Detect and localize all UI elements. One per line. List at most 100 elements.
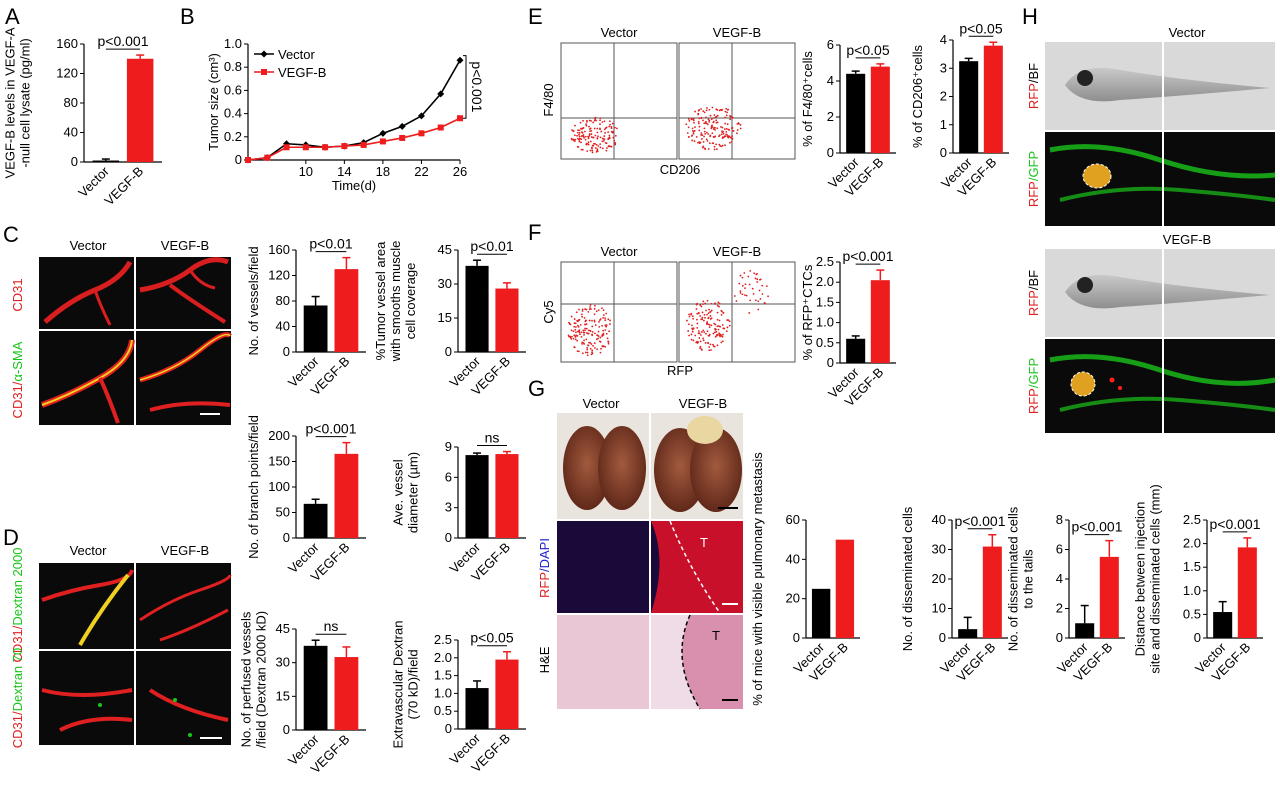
flow-event [710, 126, 713, 129]
y-tick-label: 0 [1056, 630, 1063, 645]
sig-label: p<0.001 [98, 33, 149, 49]
flow-event [586, 119, 588, 122]
flow-event [700, 108, 702, 110]
flow-event [718, 319, 721, 322]
flow-event [589, 130, 591, 133]
flow-event [708, 326, 711, 329]
flow-event [599, 119, 601, 122]
flow-event [725, 114, 728, 117]
flow-event [730, 140, 733, 143]
flow-event [744, 283, 747, 286]
flow-event [608, 134, 611, 137]
d-col-vegfb: VEGF-B [161, 543, 209, 558]
h-row3-label: RFP/BF [1026, 270, 1041, 316]
flow-event [582, 119, 584, 122]
flow-event [601, 324, 603, 327]
bar-vegfb [870, 280, 890, 363]
flow-event [594, 118, 596, 120]
flow-event [570, 315, 573, 318]
flow-event [596, 348, 599, 351]
sig-label: p<0.01 [470, 238, 513, 254]
bar-vegfb [334, 657, 359, 730]
flow-event [726, 134, 728, 136]
y-tick-label: 200 [268, 428, 290, 443]
data-point [302, 144, 309, 151]
x-axis-label: Time(d) [332, 178, 376, 193]
y-tick-label: 150 [268, 454, 290, 469]
flow-event [739, 127, 742, 130]
data-point [418, 130, 425, 137]
flow-event [761, 284, 764, 287]
flow-event [700, 334, 702, 336]
flow-event [720, 341, 723, 344]
flow-event [583, 333, 585, 336]
flow-event [724, 116, 727, 119]
flow-event [614, 134, 617, 137]
flow-event [580, 148, 583, 151]
flow-event [697, 120, 700, 123]
flow-event [711, 106, 714, 109]
y-tick-label: 30 [438, 276, 452, 291]
flow-event [610, 145, 613, 148]
flow-event [711, 132, 714, 135]
flow-event [599, 351, 602, 354]
flow-event [700, 116, 703, 119]
flow-event [577, 146, 580, 148]
flow-event [716, 114, 719, 117]
flow-event [610, 125, 613, 128]
y-tick-label: 2.0 [434, 650, 452, 665]
bar-vegfb [334, 453, 359, 538]
bar-vector [465, 688, 489, 729]
y-tick-label: 6 [827, 37, 834, 52]
flow-event [756, 281, 759, 283]
flow-event [603, 120, 606, 123]
flow-event [608, 125, 611, 128]
flow-event [699, 340, 702, 343]
flow-event [726, 123, 729, 126]
flow-event [601, 307, 603, 310]
flow-event [702, 339, 705, 342]
flow-event [584, 323, 586, 326]
flow-event [756, 278, 759, 281]
sig-label: p<0.05 [959, 20, 1002, 36]
flow-event [697, 109, 700, 112]
flow-event [692, 132, 695, 135]
flow-event [708, 333, 711, 336]
flow-event [728, 129, 731, 131]
flow-event [592, 136, 594, 139]
flow-event [589, 330, 592, 333]
bar-vector [465, 455, 489, 538]
flow-event [580, 313, 583, 316]
sig-label: p<0.001 [1210, 516, 1261, 532]
flow-event [708, 346, 711, 348]
bar-vegfb [982, 546, 1002, 638]
flow-event [757, 300, 760, 303]
y-tick-label: 9 [445, 439, 452, 454]
flow-event [710, 349, 712, 351]
flow-event [590, 343, 593, 345]
flow-event [721, 324, 724, 326]
flow-event [590, 129, 593, 132]
flow-event [748, 312, 751, 314]
flow-event [701, 138, 703, 140]
flow-event [581, 315, 583, 318]
flow-event [588, 308, 591, 311]
y-tick-label: 100 [268, 479, 290, 494]
flow-event [715, 108, 718, 111]
flow-event [602, 314, 605, 317]
flow-event [607, 318, 610, 321]
y-tick-label: 15 [276, 688, 290, 703]
flow-event [597, 335, 600, 338]
flow-event [694, 126, 696, 129]
sig-label: p<0.001 [1072, 519, 1123, 535]
flow-event [702, 110, 705, 113]
flow-event [696, 322, 699, 325]
flow-event [708, 119, 711, 122]
legend-marker [260, 50, 268, 58]
y-tick-label: 0 [827, 145, 834, 160]
micrograph-c: Vector VEGF-B CD31 CD31/α-SMA [10, 238, 232, 425]
